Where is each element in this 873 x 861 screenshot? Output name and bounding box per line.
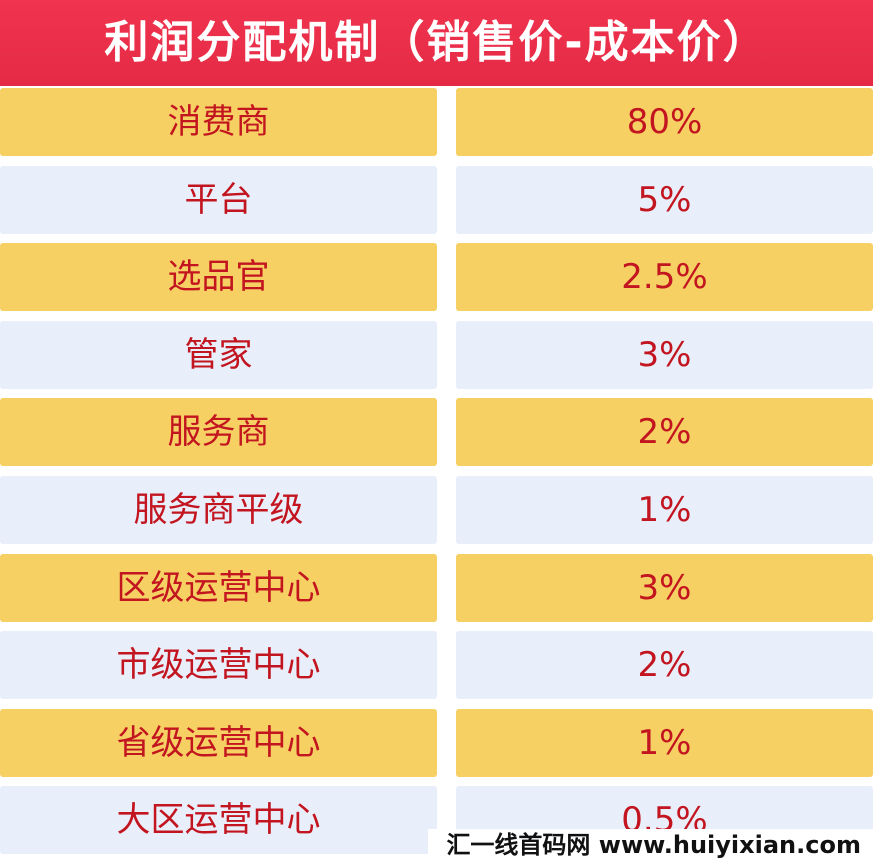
role-cell: 区级运营中心 xyxy=(0,553,437,622)
share-cell: 2% xyxy=(456,631,873,700)
title-banner: 利润分配机制（销售价-成本价） xyxy=(0,0,873,86)
watermark: 汇一线首码网 www.huiyixian.com xyxy=(428,829,873,861)
role-cell: 市级运营中心 xyxy=(0,631,437,700)
share-cell: 1% xyxy=(456,476,873,544)
share-cell: 2% xyxy=(456,398,873,467)
role-cell: 大区运营中心 xyxy=(0,786,437,855)
share-cell: 5% xyxy=(456,165,873,234)
role-cell: 省级运营中心 xyxy=(0,708,437,777)
role-cell: 选品官 xyxy=(0,243,437,312)
role-cell: 消费商 xyxy=(0,88,437,156)
role-cell: 服务商 xyxy=(0,398,437,467)
share-cell: 80% xyxy=(456,88,873,156)
role-cell: 平台 xyxy=(0,165,437,234)
share-cell: 3% xyxy=(456,553,873,622)
share-cell: 3% xyxy=(456,320,873,389)
share-cell: 1% xyxy=(456,708,873,777)
role-cell: 管家 xyxy=(0,320,437,389)
share-cell: 2.5% xyxy=(456,243,873,312)
role-cell: 服务商平级 xyxy=(0,476,437,544)
